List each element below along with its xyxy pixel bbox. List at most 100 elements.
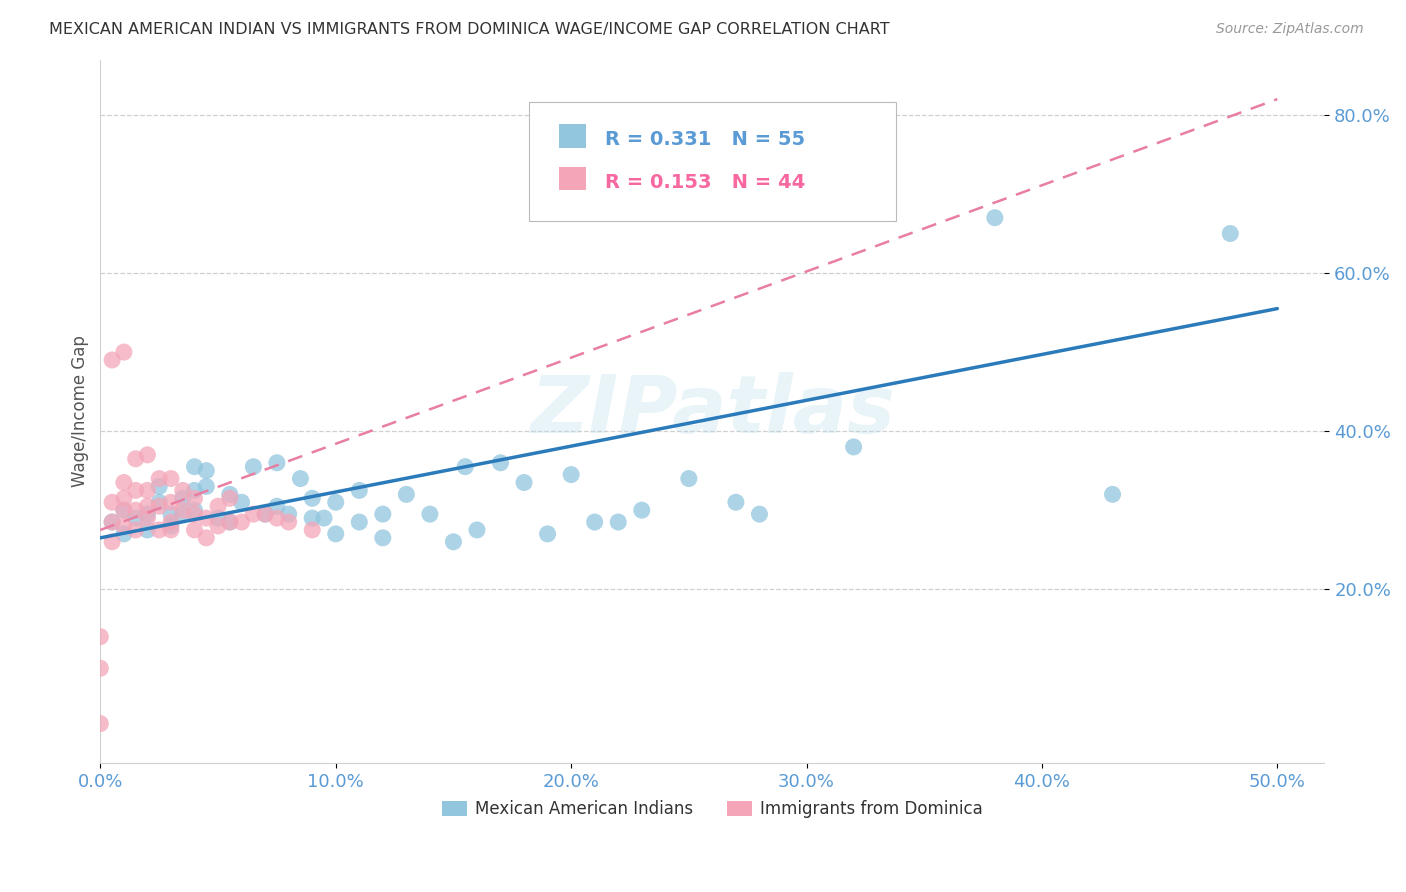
Point xyxy=(218,491,240,506)
Point xyxy=(89,716,111,731)
Point xyxy=(101,515,124,529)
Point xyxy=(1101,487,1123,501)
Point xyxy=(195,511,218,525)
Point xyxy=(148,523,170,537)
Text: MEXICAN AMERICAN INDIAN VS IMMIGRANTS FROM DOMINICA WAGE/INCOME GAP CORRELATION : MEXICAN AMERICAN INDIAN VS IMMIGRANTS FR… xyxy=(49,22,890,37)
Point xyxy=(124,503,146,517)
Point xyxy=(395,487,418,501)
Point xyxy=(218,515,240,529)
Text: ZIPatlas: ZIPatlas xyxy=(530,372,894,450)
Point xyxy=(183,483,205,498)
Point xyxy=(124,483,146,498)
Point xyxy=(183,523,205,537)
Point xyxy=(231,515,253,529)
Point xyxy=(607,515,630,529)
Point xyxy=(454,459,477,474)
Point xyxy=(371,507,394,521)
Point xyxy=(136,507,159,521)
Point xyxy=(266,500,288,514)
Point xyxy=(195,479,218,493)
Point xyxy=(124,451,146,466)
Point xyxy=(349,483,371,498)
Point xyxy=(195,531,218,545)
Point xyxy=(112,345,135,359)
Point xyxy=(195,464,218,478)
Point xyxy=(312,511,335,525)
Point xyxy=(136,483,159,498)
Point xyxy=(136,500,159,514)
Point xyxy=(1219,227,1241,241)
Point xyxy=(112,503,135,517)
Point xyxy=(218,487,240,501)
Point xyxy=(325,527,347,541)
Point xyxy=(160,471,183,485)
Point xyxy=(172,483,194,498)
Point xyxy=(172,507,194,521)
Point xyxy=(301,523,323,537)
Point xyxy=(160,523,183,537)
Point xyxy=(148,500,170,514)
Point xyxy=(101,495,124,509)
Point xyxy=(183,459,205,474)
Point xyxy=(183,491,205,506)
Point xyxy=(678,471,700,485)
Point xyxy=(160,507,183,521)
Point xyxy=(349,515,371,529)
Point xyxy=(160,515,183,529)
Y-axis label: Wage/Income Gap: Wage/Income Gap xyxy=(72,335,89,487)
Point xyxy=(101,353,124,368)
Legend: Mexican American Indians, Immigrants from Dominica: Mexican American Indians, Immigrants fro… xyxy=(436,794,990,825)
Point xyxy=(325,495,347,509)
Point xyxy=(748,507,770,521)
Point xyxy=(443,534,465,549)
Text: Source: ZipAtlas.com: Source: ZipAtlas.com xyxy=(1216,22,1364,37)
Point xyxy=(218,515,240,529)
Point xyxy=(148,471,170,485)
Point xyxy=(583,515,606,529)
Point xyxy=(242,507,264,521)
Point xyxy=(89,630,111,644)
Point xyxy=(112,491,135,506)
Point xyxy=(160,495,183,509)
Point xyxy=(101,515,124,529)
Point xyxy=(112,519,135,533)
Point xyxy=(489,456,512,470)
Text: R = 0.153   N = 44: R = 0.153 N = 44 xyxy=(605,172,804,192)
FancyBboxPatch shape xyxy=(560,124,586,147)
Point xyxy=(148,495,170,509)
Point xyxy=(277,515,299,529)
Point xyxy=(207,519,229,533)
FancyBboxPatch shape xyxy=(529,102,896,221)
Point xyxy=(183,503,205,517)
Point xyxy=(136,511,159,525)
Point xyxy=(419,507,441,521)
Point xyxy=(231,495,253,509)
Point xyxy=(465,523,488,537)
Point xyxy=(984,211,1007,225)
Point xyxy=(136,448,159,462)
Point xyxy=(112,527,135,541)
Point xyxy=(172,503,194,517)
Point xyxy=(371,531,394,545)
Point xyxy=(536,527,558,541)
Point xyxy=(513,475,536,490)
Text: R = 0.331   N = 55: R = 0.331 N = 55 xyxy=(605,130,804,149)
Point xyxy=(290,471,312,485)
Point xyxy=(842,440,865,454)
Point xyxy=(148,479,170,493)
Point xyxy=(242,459,264,474)
Point xyxy=(207,500,229,514)
Point xyxy=(136,523,159,537)
Point xyxy=(266,456,288,470)
Point xyxy=(172,491,194,506)
Point xyxy=(254,507,277,521)
Point xyxy=(301,511,323,525)
Point xyxy=(630,503,652,517)
Point xyxy=(724,495,747,509)
Point xyxy=(101,534,124,549)
Point xyxy=(160,519,183,533)
Point xyxy=(266,511,288,525)
Point xyxy=(301,491,323,506)
Point xyxy=(112,503,135,517)
Point xyxy=(254,507,277,521)
